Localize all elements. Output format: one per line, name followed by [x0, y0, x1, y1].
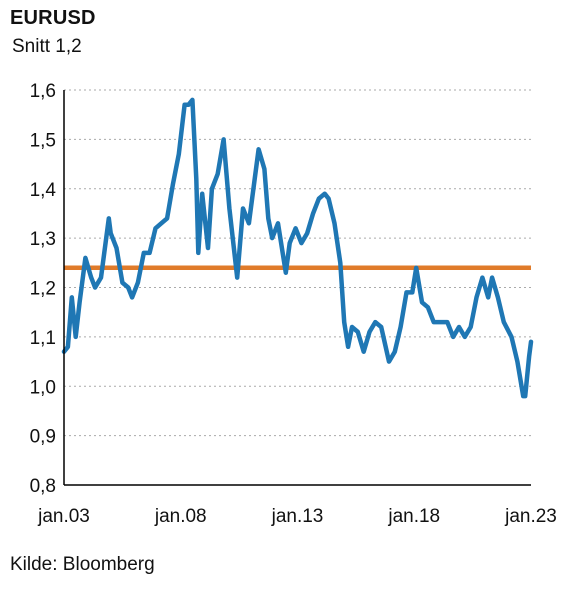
y-tick-label: 1,5: [30, 130, 56, 151]
x-axis-ticks: jan.03 jan.08 jan.13 jan.18 jan.23: [37, 506, 557, 527]
y-tick-label: 0,8: [30, 476, 56, 497]
x-tick-label: jan.13: [271, 506, 324, 527]
y-tick-label: 0,9: [30, 427, 56, 448]
x-tick-label: jan.23: [504, 506, 557, 527]
y-tick-label: 1,1: [30, 328, 56, 349]
y-tick-label: 1,2: [30, 279, 56, 300]
x-tick-label: jan.03: [37, 506, 90, 527]
chart-title: EURUSD: [10, 7, 96, 29]
source-note: Kilde: Bloomberg: [10, 554, 155, 575]
chart-subtitle: Snitt 1,2: [12, 36, 82, 57]
y-tick-label: 1,3: [30, 229, 56, 250]
x-tick-label: jan.18: [387, 506, 440, 527]
x-tick-label: jan.08: [154, 506, 207, 527]
series-layer: [61, 97, 534, 399]
axes: [63, 90, 531, 486]
y-axis-ticks: 0,8 0,9 1,0 1,1 1,2 1,3 1,4 1,5 1,6: [30, 81, 57, 497]
y-tick-label: 1,0: [30, 377, 56, 398]
y-tick-label: 1,6: [30, 81, 56, 102]
series-line: [61, 97, 534, 399]
grid-lines: [64, 89, 531, 437]
y-tick-label: 1,4: [30, 180, 57, 201]
